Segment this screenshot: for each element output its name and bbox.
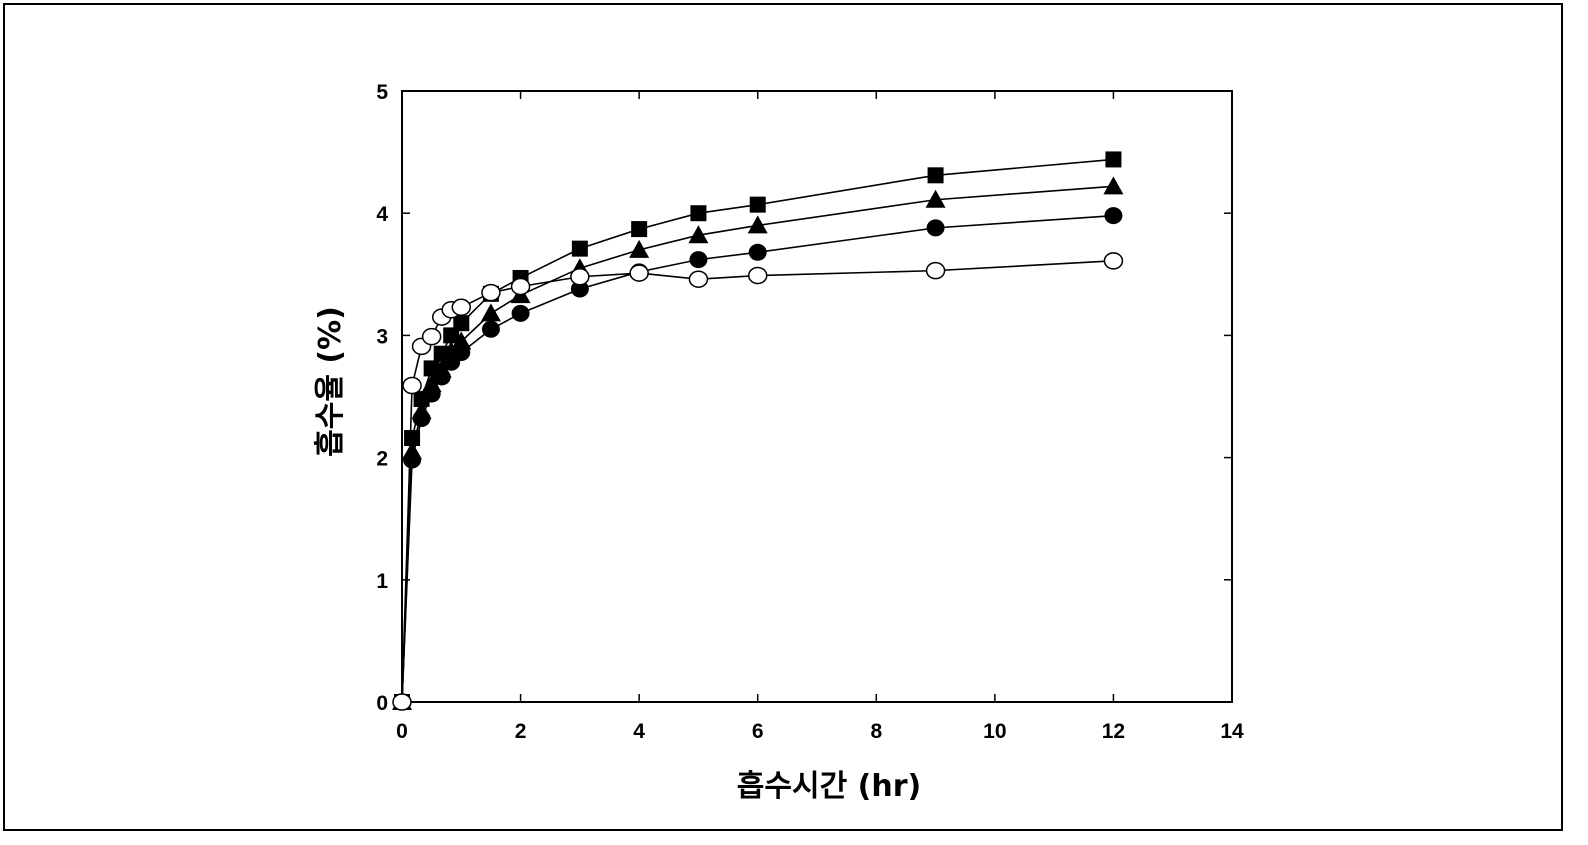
data-point <box>570 267 590 286</box>
data-point <box>510 277 531 296</box>
data-point <box>749 196 766 213</box>
plot-area <box>401 90 1233 703</box>
data-point <box>925 189 946 208</box>
data-point <box>629 264 649 282</box>
series-4 <box>392 252 1124 711</box>
data-point <box>443 327 460 344</box>
data-point <box>690 205 707 222</box>
series-layer <box>392 151 1124 711</box>
figure-frame <box>3 3 1563 831</box>
x-tick-label: 8 <box>870 720 882 743</box>
data-point <box>748 243 767 261</box>
data-point <box>926 219 945 237</box>
x-tick-label: 14 <box>1220 720 1244 743</box>
x-axis-title: 흡수시간 (hr) <box>737 769 921 804</box>
data-point <box>451 298 472 317</box>
data-point <box>571 240 588 257</box>
y-tick-label: 5 <box>376 81 388 104</box>
series-line <box>401 260 1114 703</box>
y-tick-label: 3 <box>376 325 388 348</box>
series-1 <box>394 151 1122 710</box>
data-point <box>402 376 422 395</box>
x-tick-label: 6 <box>752 720 764 743</box>
data-point <box>570 280 589 298</box>
data-point <box>1104 207 1123 225</box>
series-line <box>401 185 1114 703</box>
x-tick-label: 0 <box>396 720 408 743</box>
data-point <box>629 239 650 258</box>
data-point <box>451 331 472 350</box>
data-point <box>432 368 451 386</box>
data-point <box>481 283 501 302</box>
data-point <box>481 320 500 338</box>
data-point <box>688 225 709 244</box>
data-point <box>421 327 442 346</box>
x-tick-label: 10 <box>983 720 1006 743</box>
x-tick-label: 12 <box>1102 720 1125 743</box>
data-point <box>392 693 412 711</box>
data-point <box>403 451 422 469</box>
series-line <box>401 158 1114 703</box>
data-point <box>747 215 768 234</box>
data-point <box>480 303 501 322</box>
x-tick-label: 4 <box>633 720 645 743</box>
data-point <box>688 270 709 288</box>
data-point <box>1103 176 1124 195</box>
data-point <box>747 266 768 285</box>
y-tick-label: 0 <box>376 692 388 715</box>
data-point <box>412 409 431 427</box>
data-point <box>927 167 944 184</box>
data-point <box>1105 151 1122 168</box>
axis-ticks <box>401 90 1233 703</box>
data-point <box>452 344 471 362</box>
data-point <box>422 385 441 403</box>
y-axis-title: 흡수율 (%) <box>313 306 348 457</box>
data-point <box>453 315 470 332</box>
y-tick-label: 1 <box>376 570 388 593</box>
data-point <box>925 261 946 280</box>
y-tick-label: 2 <box>376 448 388 471</box>
data-point <box>1103 252 1124 270</box>
data-point <box>511 304 530 322</box>
data-point <box>689 251 708 269</box>
data-point <box>631 221 648 238</box>
x-tick-label: 2 <box>515 720 527 743</box>
y-tick-label: 4 <box>376 203 388 226</box>
